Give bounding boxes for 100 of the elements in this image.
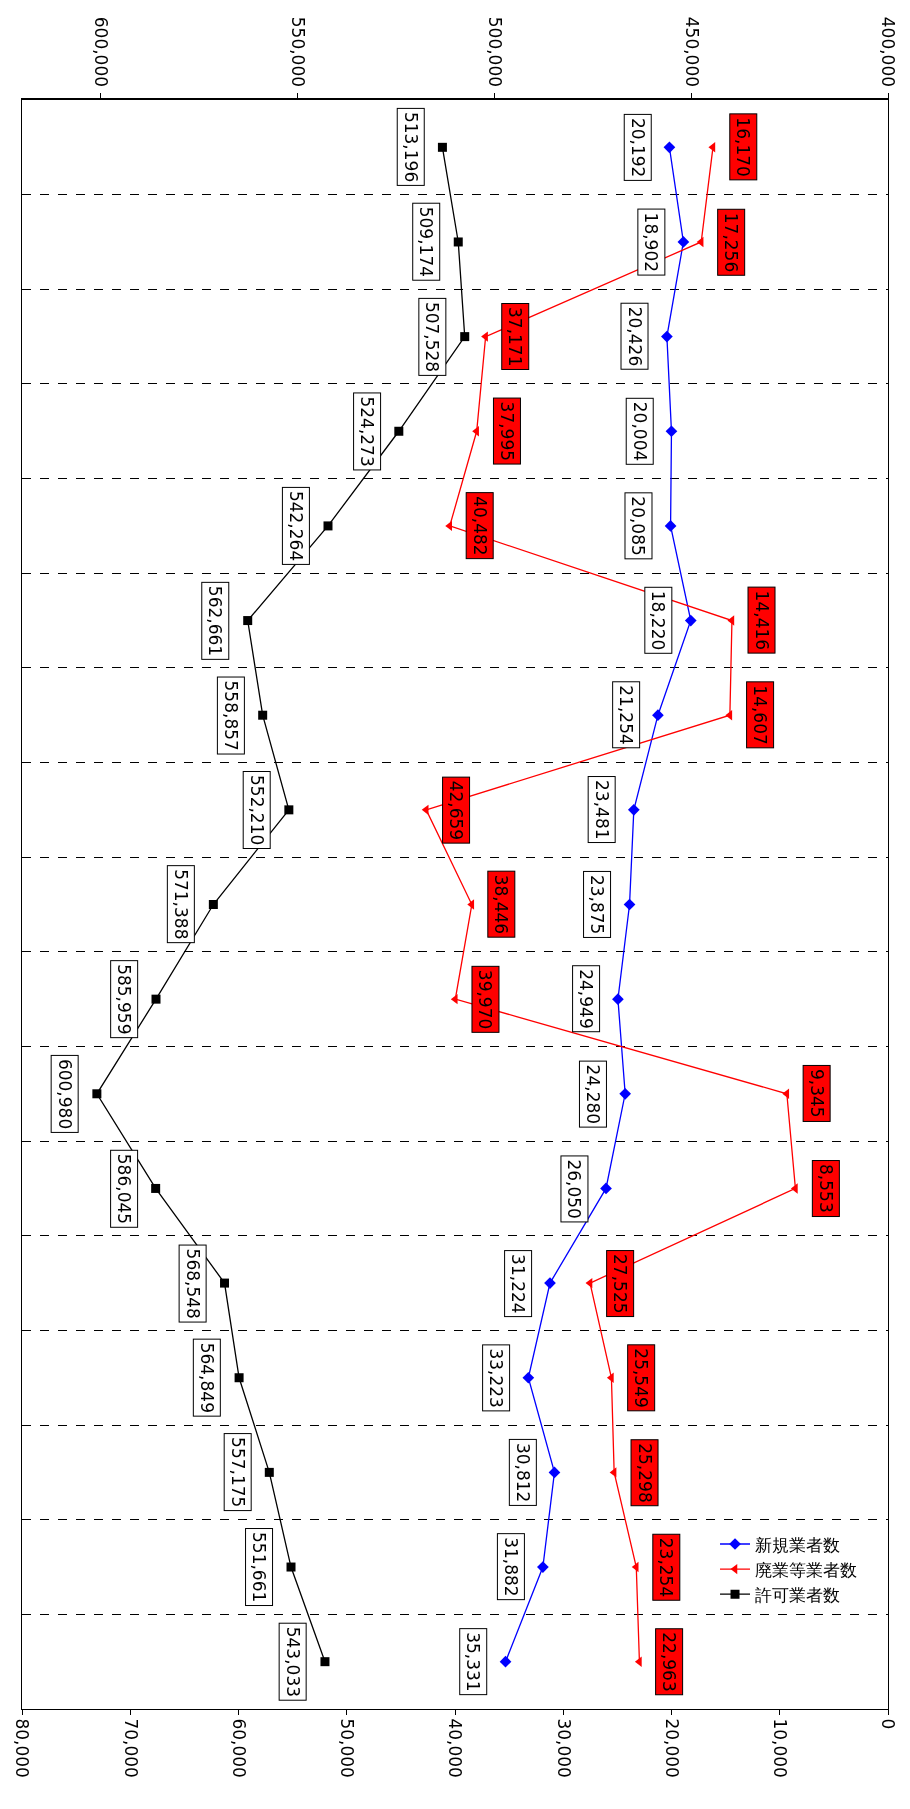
x-tick-label: 70,000 — [120, 1718, 141, 1778]
data-label: 585,959 — [114, 964, 135, 1035]
point — [258, 710, 268, 720]
point — [208, 900, 218, 909]
data-label: 21,254 — [616, 685, 637, 745]
data-label: 9,345 — [806, 1068, 827, 1118]
point — [708, 142, 716, 153]
data-label: 20,426 — [624, 306, 645, 367]
legend-label: 許可業者数 — [755, 1584, 841, 1605]
point — [619, 1087, 632, 1100]
x2-tick-label: 500,000 — [484, 16, 505, 88]
x2-tick-label: 450,000 — [681, 16, 702, 88]
data-label: 23,481 — [591, 780, 612, 840]
data-label: 40,482 — [469, 496, 490, 556]
point — [437, 142, 447, 152]
point — [548, 1466, 561, 1479]
point — [627, 804, 640, 816]
data-label: 551,661 — [249, 1532, 270, 1603]
data-label: 35,331 — [463, 1632, 484, 1692]
data-label: 14,416 — [751, 590, 772, 651]
data-label: 25,549 — [631, 1348, 652, 1408]
data-label: 557,175 — [227, 1437, 248, 1508]
data-label: 20,004 — [629, 401, 650, 462]
point — [286, 1562, 296, 1572]
x-tick-label: 10,000 — [770, 1718, 791, 1778]
data-label: 18,220 — [648, 590, 669, 651]
point — [684, 614, 697, 627]
point — [284, 805, 294, 815]
data-label: 42,659 — [446, 780, 467, 841]
point — [790, 1183, 798, 1194]
point — [522, 1371, 535, 1384]
point — [623, 898, 636, 911]
x-tick-label: 60,000 — [228, 1718, 249, 1778]
point — [151, 994, 161, 1004]
legend-label: 廃業等業者数 — [755, 1559, 858, 1580]
data-label: 25,298 — [634, 1443, 655, 1503]
data-label: 31,224 — [508, 1254, 529, 1314]
data-label: 513,196 — [400, 111, 421, 183]
data-label: 30,812 — [512, 1442, 533, 1503]
data-label: 507,528 — [422, 301, 443, 373]
data-label: 20,192 — [627, 117, 648, 178]
data-label: 22,963 — [659, 1632, 680, 1692]
data-label: 586,045 — [114, 1153, 135, 1225]
x-tick-label: 50,000 — [337, 1718, 358, 1778]
point — [234, 1373, 244, 1383]
point — [320, 1657, 330, 1667]
x-tick-label: 80,000 — [12, 1718, 33, 1778]
point — [264, 1467, 274, 1477]
data-label: 37,171 — [505, 307, 526, 367]
data-label: 38,446 — [491, 874, 512, 935]
data-label: 568,548 — [182, 1248, 203, 1319]
x-tick-label: 0 — [878, 1718, 899, 1730]
data-label: 24,949 — [576, 969, 597, 1029]
point — [665, 425, 678, 438]
data-label: 558,857 — [220, 680, 241, 751]
x2-tick-label: 600,000 — [91, 16, 112, 88]
point — [727, 615, 735, 626]
x2-tick-label: 400,000 — [878, 16, 899, 88]
point — [243, 616, 253, 626]
point — [652, 709, 664, 722]
point — [323, 521, 333, 531]
data-label: 17,256 — [721, 212, 742, 273]
data-label: 39,970 — [475, 969, 496, 1030]
point — [220, 1278, 230, 1288]
point — [92, 1089, 102, 1099]
data-label: 571,388 — [170, 869, 191, 940]
point — [600, 1182, 612, 1195]
data-label: 543,033 — [282, 1626, 303, 1698]
data-label: 8,553 — [815, 1164, 836, 1213]
point — [782, 1088, 790, 1099]
data-label: 31,882 — [500, 1537, 521, 1597]
data-label: 509,174 — [416, 206, 437, 278]
x-tick-label: 30,000 — [553, 1718, 574, 1778]
point — [151, 1183, 161, 1193]
data-label: 23,254 — [656, 1537, 677, 1598]
point — [663, 141, 676, 154]
data-label: 16,170 — [733, 117, 754, 177]
point — [677, 236, 690, 248]
data-label: 600,980 — [54, 1058, 75, 1130]
point — [394, 426, 404, 436]
data-label: 20,085 — [628, 496, 649, 556]
data-label: 14,607 — [750, 685, 771, 745]
data-label: 542,264 — [285, 490, 306, 562]
point — [453, 237, 463, 247]
x2-tick-label: 550,000 — [288, 16, 309, 88]
x-tick-label: 40,000 — [445, 1718, 466, 1778]
point — [725, 710, 733, 721]
data-label: 24,280 — [582, 1064, 603, 1125]
data-label: 27,525 — [610, 1254, 631, 1314]
point — [661, 330, 673, 343]
data-label: 562,661 — [205, 585, 226, 657]
data-label: 552,210 — [246, 775, 267, 846]
point — [467, 899, 475, 910]
point — [499, 1655, 512, 1668]
data-label: 524,273 — [357, 396, 378, 467]
data-label: 26,050 — [564, 1159, 585, 1219]
point — [460, 332, 470, 342]
data-label: 33,223 — [486, 1348, 507, 1408]
x-tick-label: 20,000 — [661, 1718, 682, 1778]
data-label: 18,902 — [641, 212, 662, 273]
